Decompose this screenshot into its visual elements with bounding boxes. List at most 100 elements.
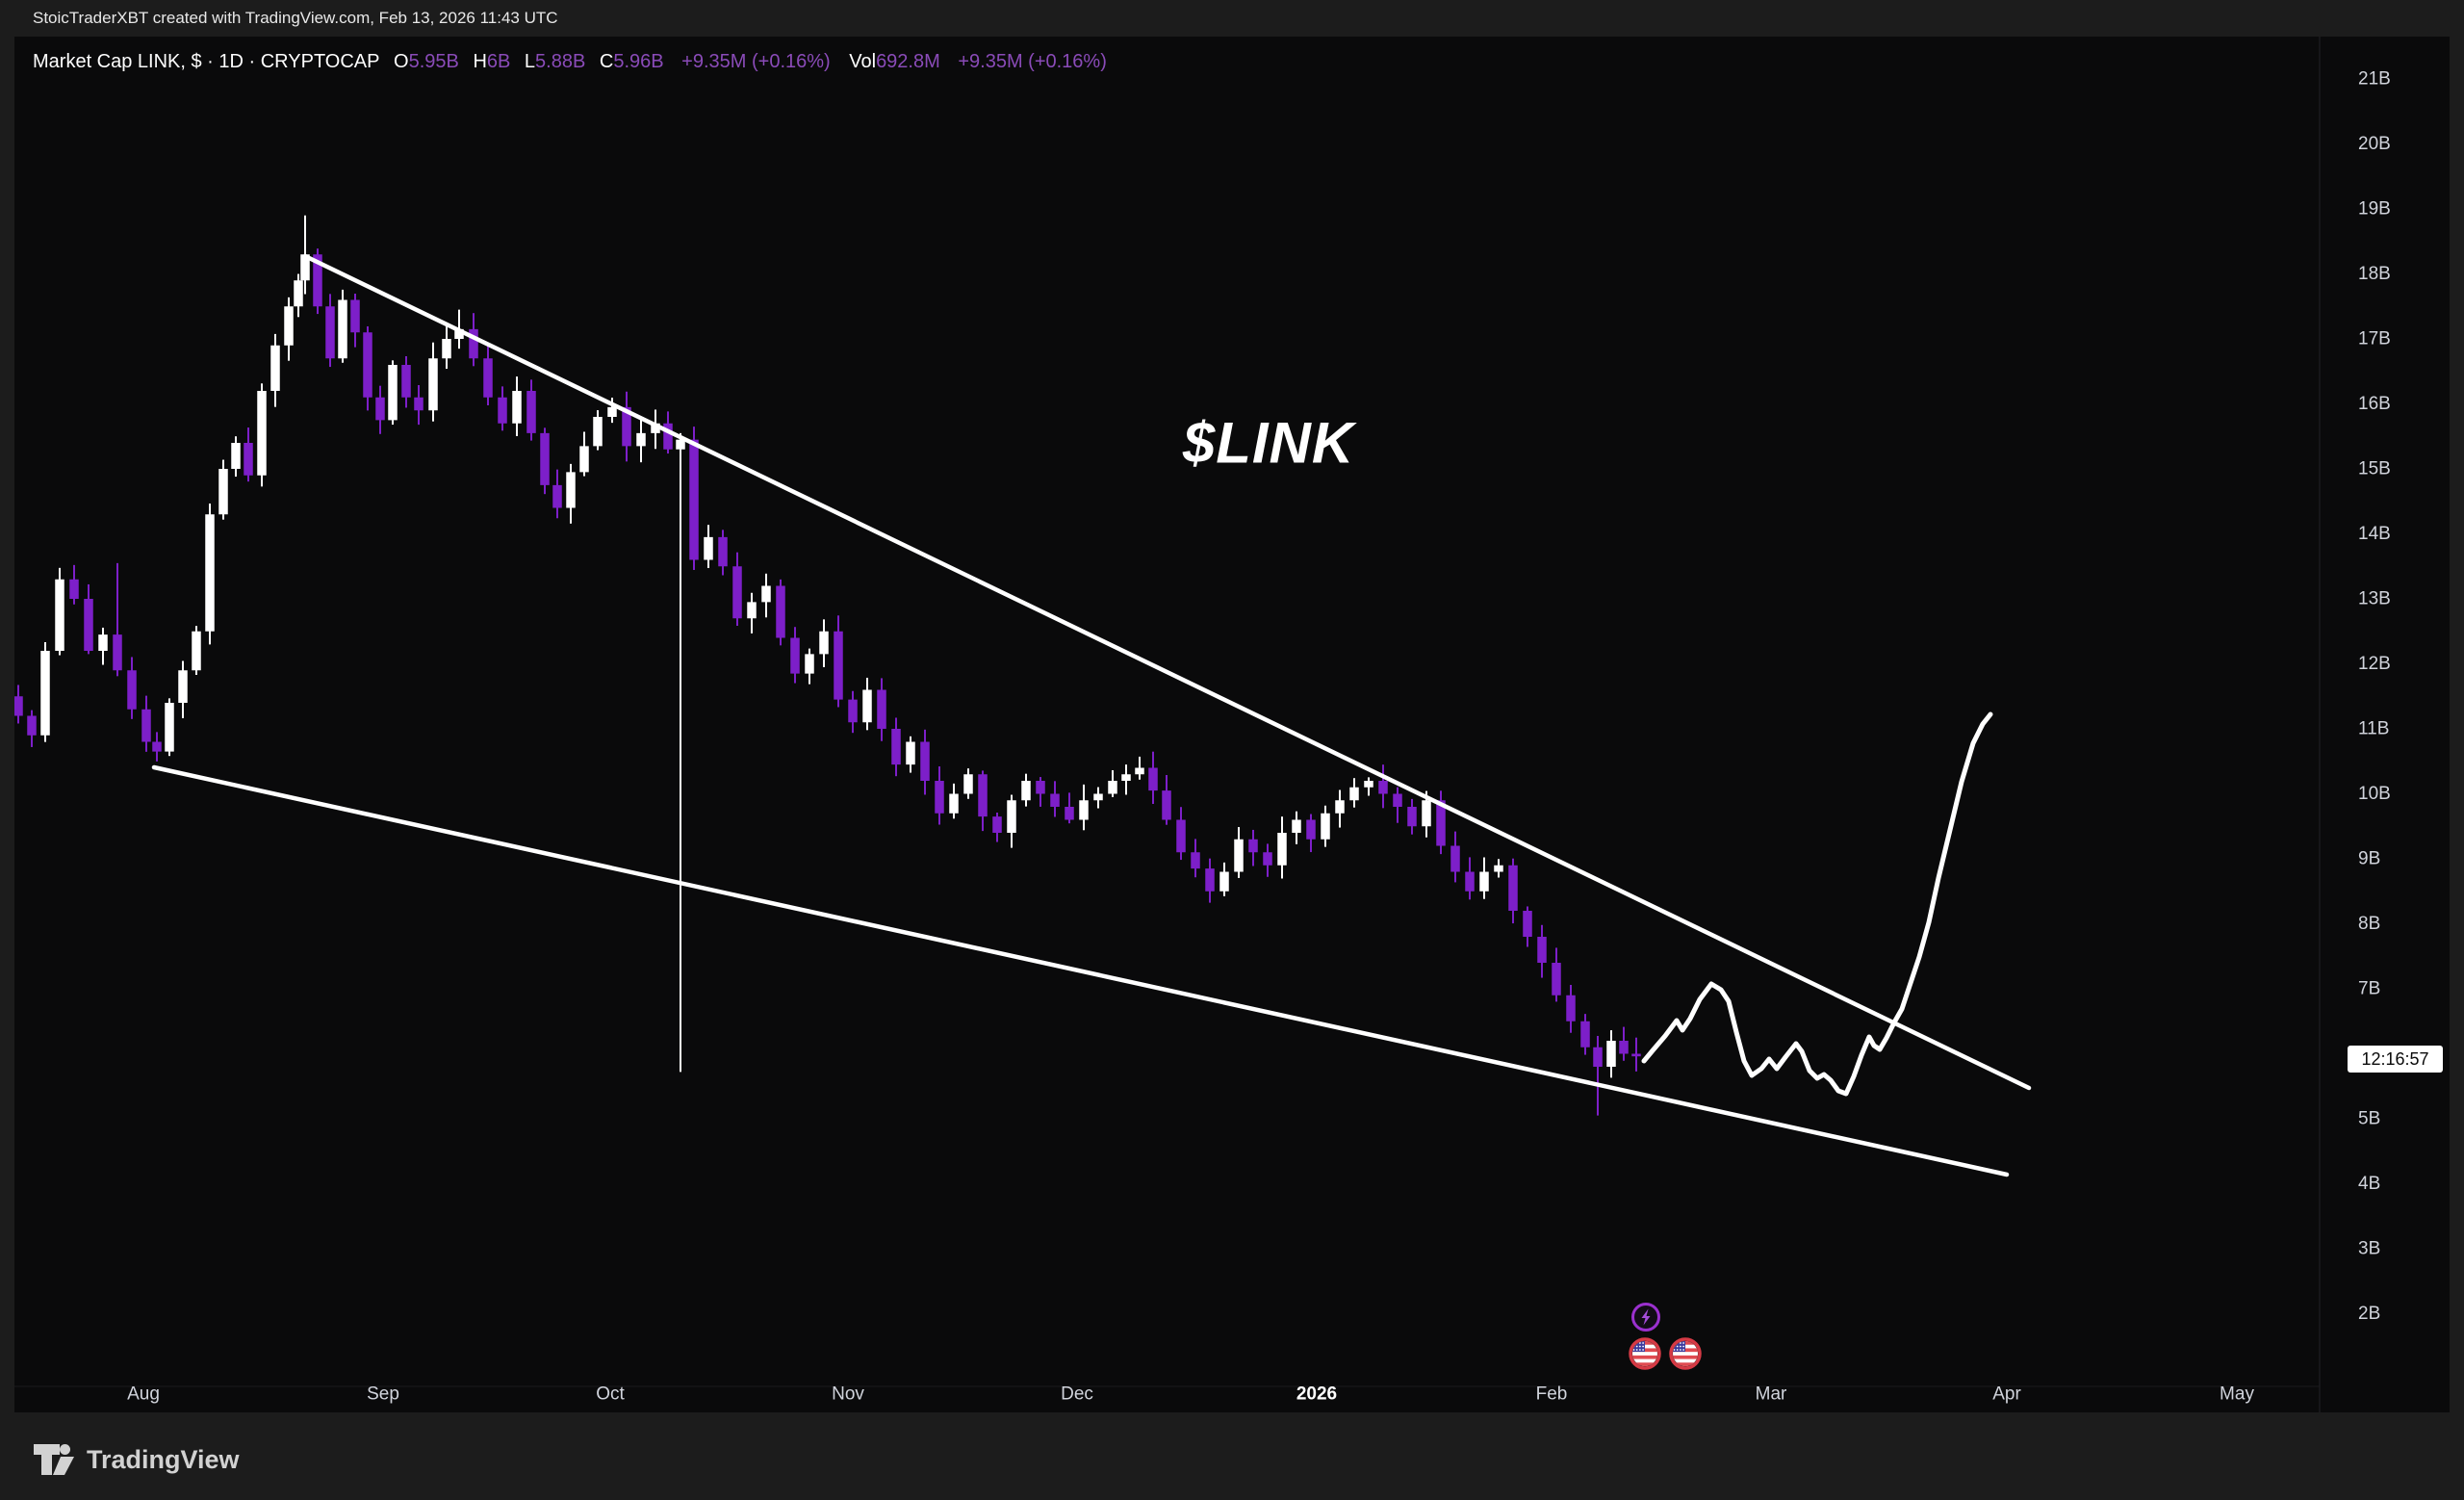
- candle-body: [1580, 1021, 1590, 1047]
- candle-body: [1393, 793, 1402, 807]
- candle-body: [526, 391, 536, 433]
- candle-body: [1378, 781, 1388, 794]
- trendline-upper-resistance[interactable]: [302, 253, 2032, 1091]
- candle-body: [819, 631, 829, 655]
- candle-body: [1036, 781, 1045, 794]
- candle-body: [1479, 871, 1489, 892]
- candle-body: [1050, 793, 1060, 807]
- candle-body: [1349, 787, 1359, 801]
- candle-body: [1219, 871, 1229, 892]
- candle-body: [313, 254, 322, 307]
- projection-drawing[interactable]: [1641, 711, 1993, 1097]
- price-axis-label: 7B: [2358, 979, 2380, 999]
- price-axis-label: 19B: [2358, 199, 2391, 220]
- event-us-flag-icon[interactable]: [1669, 1337, 1702, 1370]
- candle-body: [127, 670, 137, 710]
- time-axis: Aug Sep Oct Nov Dec 2026 Feb Mar Apr May: [127, 1384, 2254, 1405]
- candle-body: [338, 299, 347, 359]
- ohlc-low: L5.88B: [524, 51, 586, 72]
- candle-body: [178, 670, 188, 703]
- candle-body: [512, 391, 522, 424]
- time-axis-label: 2026: [1296, 1384, 1337, 1405]
- tradingview-logo-text: TradingView: [87, 1444, 240, 1474]
- candle-body: [636, 432, 646, 447]
- candle-body: [1566, 995, 1576, 1022]
- chart-panel: 21B 20B 19B 18B 17B 16B 15B 14B 13B 12B 11B 10B 9B 8B…: [14, 37, 2450, 1412]
- trendline-lower-support[interactable]: [151, 764, 2010, 1177]
- price-axis-label: 18B: [2358, 264, 2391, 284]
- candle-body: [141, 709, 151, 742]
- ohlc-open: O5.95B: [394, 51, 459, 72]
- candle-body: [963, 774, 973, 794]
- chart-plot-canvas[interactable]: 21B 20B 19B 18B 17B 16B 15B 14B 13B 12B 11B 10B 9B 8B…: [14, 37, 2450, 1412]
- price-axis-label: 10B: [2358, 784, 2391, 804]
- attribution-text: StoicTraderXBT created with TradingView.…: [33, 9, 558, 27]
- candle-body: [300, 254, 310, 281]
- candle-body: [663, 423, 673, 450]
- price-axis-label: 20B: [2358, 134, 2391, 154]
- candle-body: [1292, 819, 1301, 833]
- candle-body: [375, 397, 385, 421]
- candle-body: [1436, 800, 1446, 846]
- price-axis-label: 14B: [2358, 524, 2391, 544]
- time-axis-label: Aug: [127, 1384, 160, 1405]
- candle-body: [454, 328, 464, 339]
- candle-body: [231, 443, 241, 469]
- bar-countdown-label: 12:16:57: [2348, 1046, 2443, 1073]
- candle-body: [113, 634, 122, 671]
- candle-body: [1108, 781, 1117, 794]
- candle-body: [388, 365, 398, 421]
- candle-body: [579, 446, 589, 473]
- event-us-flag-icon[interactable]: [1629, 1337, 1661, 1370]
- candle-body: [98, 634, 108, 651]
- candle-body: [1619, 1041, 1629, 1054]
- candle-body: [1234, 839, 1244, 872]
- ohlc-high: H6B: [473, 51, 511, 72]
- candle-body: [834, 631, 843, 700]
- candle-body: [906, 741, 915, 765]
- price-axis-label: 2B: [2358, 1304, 2380, 1324]
- candle-body: [704, 536, 713, 560]
- candle-body: [1191, 852, 1200, 869]
- candle-body: [469, 328, 478, 359]
- candle-body: [205, 514, 215, 632]
- ticker-watermark: $LINK: [1182, 410, 1355, 476]
- candle-body: [566, 472, 576, 508]
- candle-body: [862, 689, 872, 723]
- candle-body: [1007, 800, 1016, 833]
- price-axis-label: 5B: [2358, 1109, 2380, 1129]
- candle-body: [607, 406, 617, 417]
- candle-body: [1335, 800, 1345, 814]
- candle-body: [192, 631, 201, 671]
- candle-body: [1176, 819, 1186, 853]
- candle-body: [552, 484, 562, 508]
- candle-body: [1205, 868, 1215, 892]
- price-axis-label: 9B: [2358, 849, 2380, 869]
- price-axis-label: 12B: [2358, 654, 2391, 674]
- chart-legend: Market Cap LINK, $ · 1D · CRYPTOCAP O5.9…: [33, 51, 1107, 73]
- price-axis-label: 17B: [2358, 329, 2391, 349]
- symbol-title: Market Cap LINK, $ · 1D · CRYPTOCAP: [33, 51, 380, 72]
- price-axis-label: 4B: [2358, 1174, 2380, 1194]
- event-lightning-icon[interactable]: [1631, 1303, 1660, 1332]
- candle-body: [55, 579, 64, 651]
- candle-body: [1364, 781, 1373, 788]
- candle-body: [1263, 852, 1272, 866]
- price-axis-label: 21B: [2358, 69, 2391, 90]
- candle-body: [442, 339, 451, 359]
- candle-body: [1021, 781, 1031, 801]
- candle-body: [401, 365, 411, 398]
- candle-body: [350, 299, 360, 333]
- candle-body: [1422, 800, 1431, 827]
- candle-body: [294, 280, 303, 307]
- candle-body: [1148, 767, 1158, 791]
- candle-body: [949, 793, 959, 814]
- price-axis-label: 8B: [2358, 914, 2380, 934]
- candle-body: [1450, 845, 1460, 872]
- candle-body: [805, 654, 814, 674]
- candle-body: [1135, 767, 1144, 775]
- candle-body: [761, 585, 771, 603]
- candle-body: [593, 417, 603, 447]
- candle-body: [244, 443, 253, 476]
- candle-body: [1494, 865, 1503, 872]
